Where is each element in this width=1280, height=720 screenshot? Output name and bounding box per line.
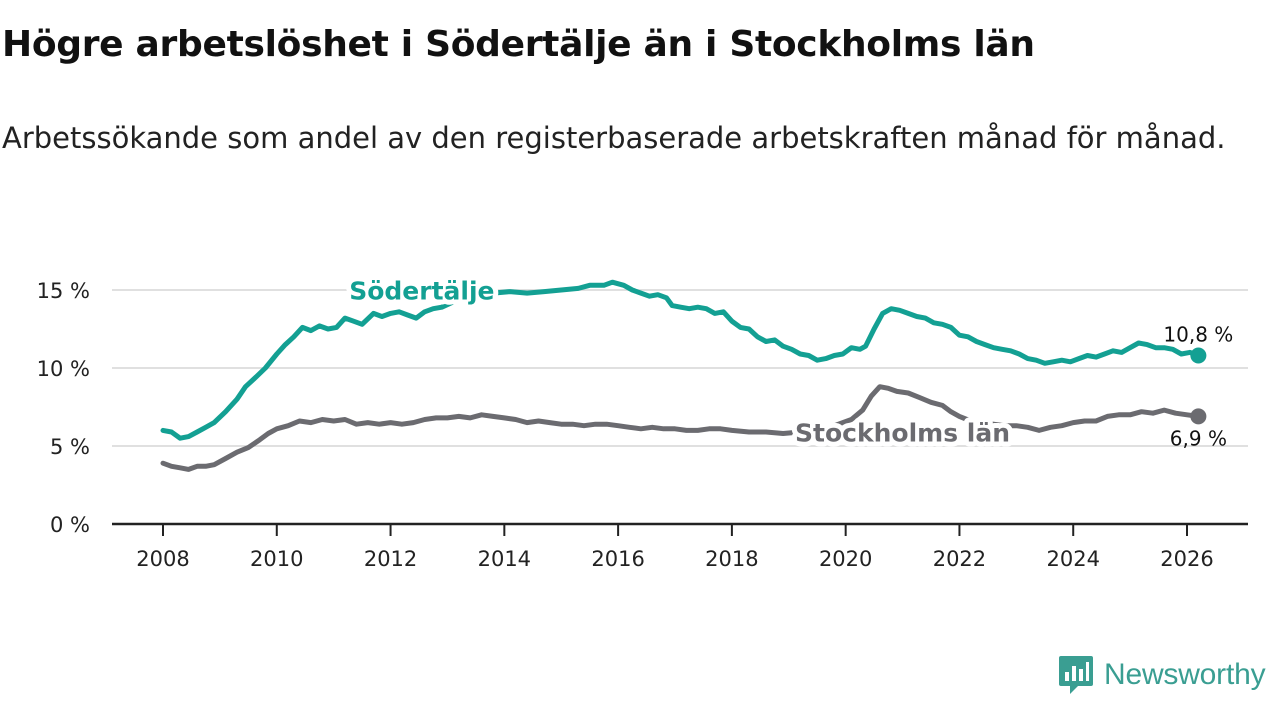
page-title: Högre arbetslöshet i Södertälje än i Sto… — [2, 24, 1035, 65]
chart-subtitle: Arbetssökande som andel av den registerb… — [2, 121, 1226, 155]
x-tick-label: 2010 — [250, 547, 303, 571]
x-tick-label: 2008 — [136, 547, 189, 571]
y-tick-label: 0 % — [50, 513, 90, 537]
end-value-label-stockholms-lan: 6,9 % — [1170, 426, 1227, 450]
end-point-stockholms-lan — [1190, 408, 1207, 425]
y-tick-label: 5 % — [50, 435, 90, 459]
end-value-label-sodertalje: 10,8 % — [1163, 323, 1233, 347]
x-tick-label: 2020 — [819, 547, 872, 571]
x-axis-ticks: 2008 2010 2012 2014 2016 2018 2020 2022 2024 2026 — [136, 524, 1214, 571]
x-tick-label: 2018 — [705, 547, 758, 571]
y-tick-label: 15 % — [37, 279, 90, 303]
x-tick-label: 2024 — [1046, 547, 1099, 571]
gridlines — [112, 289, 1248, 526]
x-tick-label: 2014 — [478, 547, 531, 571]
series-line-sodertalje — [160, 279, 1201, 441]
series-name-halo: Stockholms län — [795, 418, 1010, 447]
series-name-halo: Södertälje — [349, 276, 494, 305]
series-line-stockholms-lan — [160, 384, 1201, 472]
series-lines — [160, 279, 1207, 472]
y-axis-ticks: 0 % 5 % 10 % 15 % — [37, 279, 90, 537]
x-tick-label: 2022 — [933, 547, 986, 571]
newsworthy-brand: Newsworthy — [1058, 654, 1266, 696]
series-name-text: Södertälje — [349, 276, 494, 305]
x-tick-label: 2012 — [364, 547, 417, 571]
newsworthy-logo-icon — [1059, 656, 1093, 694]
end-point-sodertalje — [1190, 347, 1207, 364]
x-tick-label: 2016 — [591, 547, 644, 571]
brand-name: Newsworthy — [1104, 658, 1266, 691]
y-tick-label: 10 % — [37, 357, 90, 381]
series-name-text: Stockholms län — [795, 418, 1010, 447]
x-tick-label: 2026 — [1160, 547, 1213, 571]
